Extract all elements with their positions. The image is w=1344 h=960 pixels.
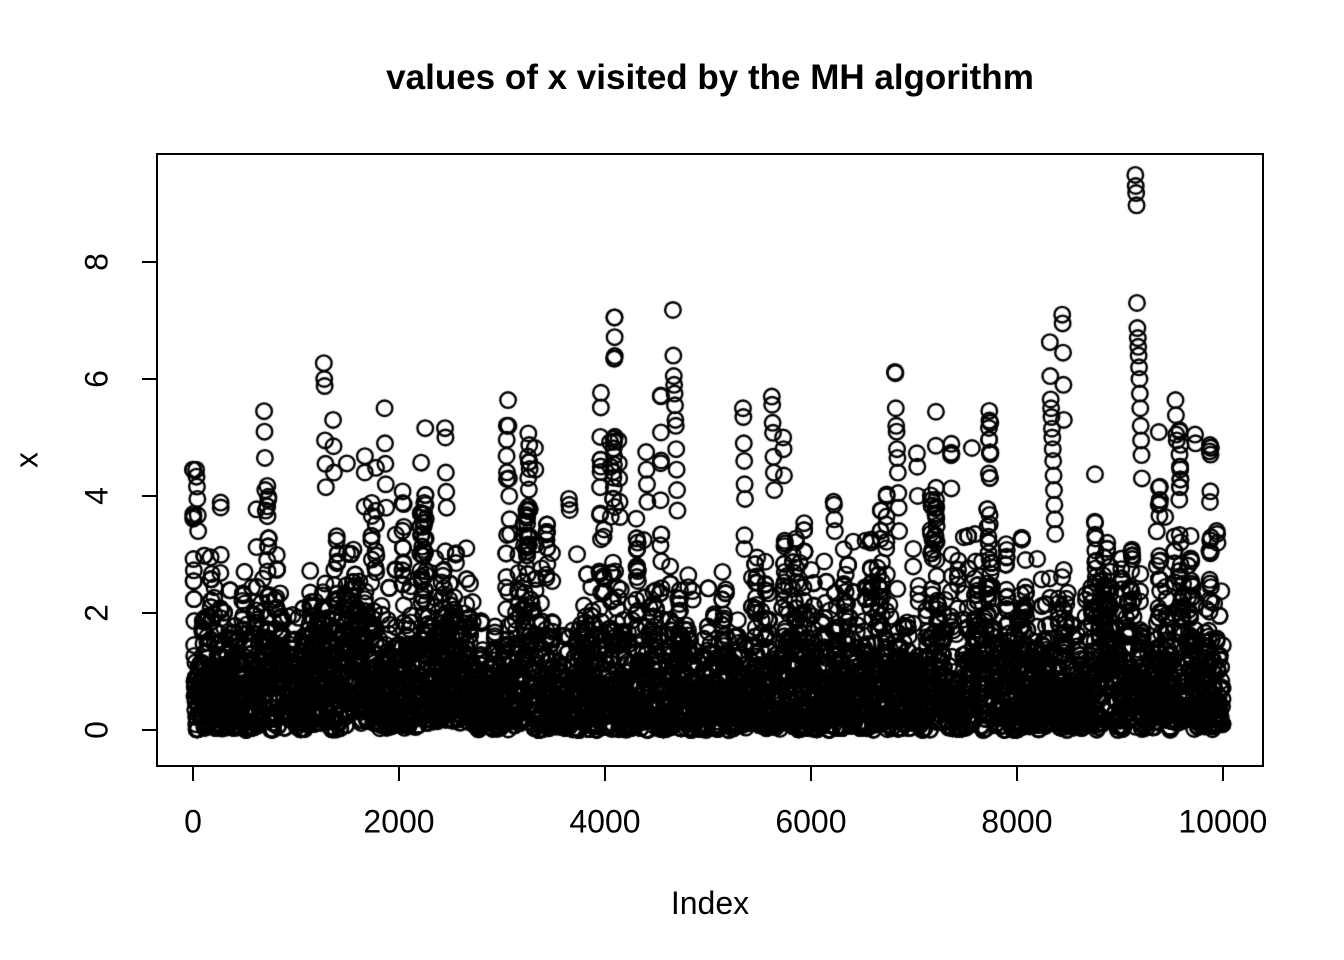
x-tick (397, 767, 400, 781)
y-tick (142, 728, 156, 731)
x-tick (1015, 767, 1018, 781)
y-tick (142, 261, 156, 264)
x-tick (192, 767, 194, 781)
x-tick (809, 767, 812, 781)
x-tick (1221, 767, 1224, 781)
x-tick-label: 4000 (569, 803, 641, 840)
chart-title: values of x visited by the MH algorithm (386, 58, 1034, 97)
y-tick-label: 8 (78, 253, 115, 271)
x-tick-label: 2000 (363, 803, 435, 840)
x-axis-label: Index (670, 885, 750, 921)
x-tick-label: 0 (184, 803, 202, 840)
x-tick-label: 6000 (775, 803, 847, 840)
scatter-canvas (158, 155, 1262, 765)
y-tick-label: 0 (78, 721, 115, 739)
y-tick (142, 611, 156, 614)
x-tick-label: 10000 (1178, 803, 1268, 840)
y-tick (142, 377, 156, 380)
y-tick-label: 2 (78, 604, 115, 622)
y-axis-label: x (8, 452, 45, 468)
y-tick-label: 4 (78, 487, 115, 505)
plot-area (156, 153, 1264, 767)
x-tick (603, 767, 606, 781)
x-tick-label: 8000 (981, 803, 1053, 840)
y-tick-label: 6 (78, 370, 115, 388)
y-tick (142, 494, 156, 497)
